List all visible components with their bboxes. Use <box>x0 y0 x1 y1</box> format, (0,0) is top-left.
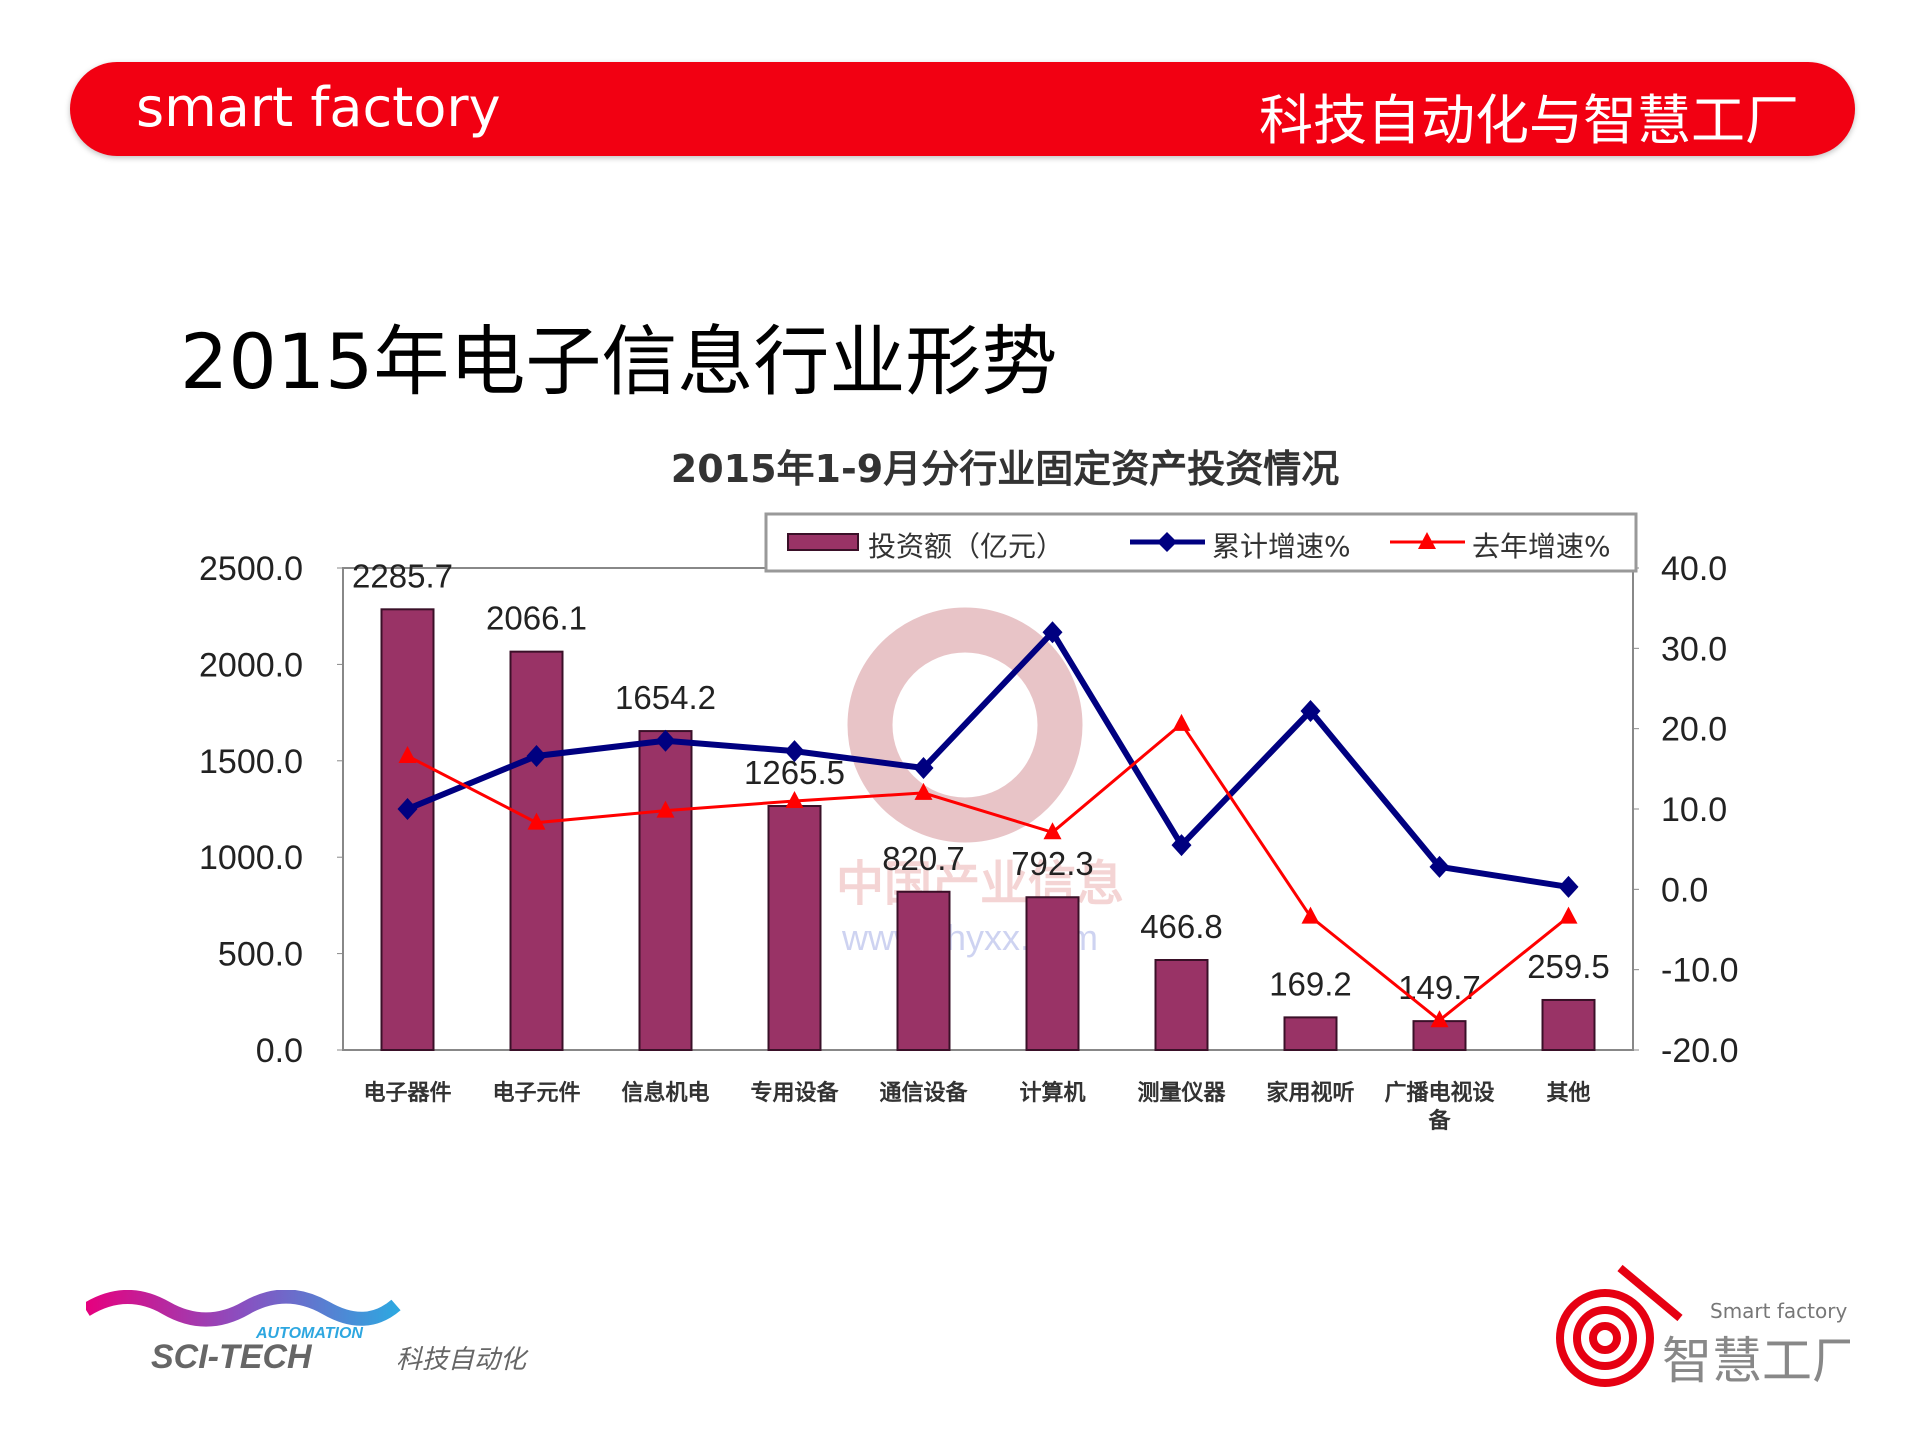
left-axis-label: 500.0 <box>218 936 303 974</box>
right-axis-label: 40.0 <box>1661 550 1727 588</box>
category-label: 测量仪器 <box>1137 1081 1226 1106</box>
left-axis-label: 1000.0 <box>199 839 303 877</box>
sci-tech-logo: AUTOMATION SCI-TECH 科技自动化 <box>86 1290 529 1376</box>
triangle-marker <box>527 812 546 830</box>
triangle-marker <box>656 800 675 818</box>
bar-1 <box>509 650 564 1052</box>
category-label: 电子器件 <box>363 1081 451 1106</box>
right-axis-label: -10.0 <box>1661 952 1739 990</box>
category-label: 其他 <box>1546 1081 1590 1106</box>
right-axis-label: 20.0 <box>1661 711 1727 749</box>
bar-value-label: 820.7 <box>882 840 965 877</box>
triangle-marker <box>1559 906 1578 924</box>
triangle-marker <box>914 782 933 800</box>
bar-6 <box>1154 959 1209 1052</box>
slide-title: 2015年电子信息行业形势 <box>180 317 1058 406</box>
bar-value-label: 2285.7 <box>352 557 453 594</box>
diamond-marker <box>526 744 547 767</box>
bar-9 <box>1541 998 1596 1051</box>
chart-title: 2015年1-9月分行业固定资产投资情况 <box>671 447 1339 491</box>
category-label: 通信设备 <box>879 1080 968 1106</box>
bar-value-label: 169.2 <box>1269 965 1352 1002</box>
diamond-marker <box>784 740 805 763</box>
triangle-marker <box>1172 713 1191 731</box>
legend-bar-swatch <box>787 533 859 551</box>
smart-factory-logo: Smart factory 智慧工厂 <box>1556 1264 1850 1388</box>
bar-value-label: 149.7 <box>1398 969 1481 1006</box>
svg-text:Smart factory: Smart factory <box>1710 1299 1847 1323</box>
legend-label: 投资额（亿元） <box>868 530 1064 563</box>
bar-value-label: 2066.1 <box>486 600 587 637</box>
bar-value-label: 466.8 <box>1140 908 1223 945</box>
diamond-marker <box>1429 855 1450 878</box>
legend-triangle-marker <box>1418 532 1436 549</box>
diamond-marker <box>913 757 934 780</box>
category-label: 家用视听 <box>1266 1080 1354 1106</box>
header-left-text: smart factory <box>136 76 501 139</box>
line-last-year <box>406 721 1570 1023</box>
bar-value-label: 1654.2 <box>615 679 716 716</box>
triangle-marker <box>1301 906 1320 924</box>
svg-text:科技自动化: 科技自动化 <box>396 1345 529 1375</box>
diamond-marker <box>655 729 676 752</box>
diamond-marker <box>397 798 418 820</box>
svg-text:SCI-TECH: SCI-TECH <box>151 1338 313 1376</box>
bar-3 <box>767 805 822 1051</box>
header-right-text: 科技自动化与智慧工厂 <box>1259 89 1799 152</box>
bar-0 <box>380 608 435 1051</box>
diamond-marker <box>1558 875 1579 898</box>
category-label: 信息机电 <box>621 1080 709 1106</box>
svg-text:AUTOMATION: AUTOMATION <box>255 1325 363 1342</box>
triangle-marker <box>785 790 804 808</box>
legend-label: 去年增速% <box>1472 530 1611 563</box>
left-axis-label: 0.0 <box>256 1032 303 1070</box>
bar-2 <box>638 730 693 1051</box>
left-axis-label: 1500.0 <box>199 743 303 781</box>
bar-4 <box>896 890 951 1051</box>
bar-7 <box>1283 1016 1338 1051</box>
right-axis-label: 0.0 <box>1661 871 1708 909</box>
diamond-marker <box>1042 621 1063 644</box>
left-axis-label: 2500.0 <box>199 550 303 588</box>
right-axis-label: 30.0 <box>1661 630 1727 668</box>
right-axis-label: -20.0 <box>1661 1032 1739 1070</box>
svg-text:智慧工厂: 智慧工厂 <box>1662 1332 1850 1388</box>
category-label: 专用设备 <box>750 1080 839 1106</box>
right-axis-label: 10.0 <box>1661 791 1727 829</box>
triangle-marker <box>1043 822 1062 840</box>
triangle-marker <box>1430 1010 1449 1028</box>
diamond-marker <box>1300 699 1321 722</box>
triangle-marker <box>398 745 417 763</box>
category-label: 电子元件 <box>492 1081 580 1106</box>
category-label: 计算机 <box>1019 1080 1085 1106</box>
left-axis-label: 2000.0 <box>199 646 303 684</box>
legend-label: 累计增速% <box>1212 530 1351 563</box>
bar-5 <box>1025 896 1080 1052</box>
bar-value-label: 792.3 <box>1011 845 1094 882</box>
category-label: 广播电视设 <box>1384 1080 1494 1106</box>
category-label-cont: 备 <box>1427 1108 1451 1134</box>
bar-value-label: 259.5 <box>1527 948 1610 985</box>
line-cumulative <box>406 627 1569 890</box>
header-bar: smart factory 科技自动化与智慧工厂 <box>70 62 1855 156</box>
watermark-logo <box>847 607 1083 843</box>
legend-diamond-marker <box>1157 532 1177 552</box>
diamond-marker <box>1171 834 1192 857</box>
